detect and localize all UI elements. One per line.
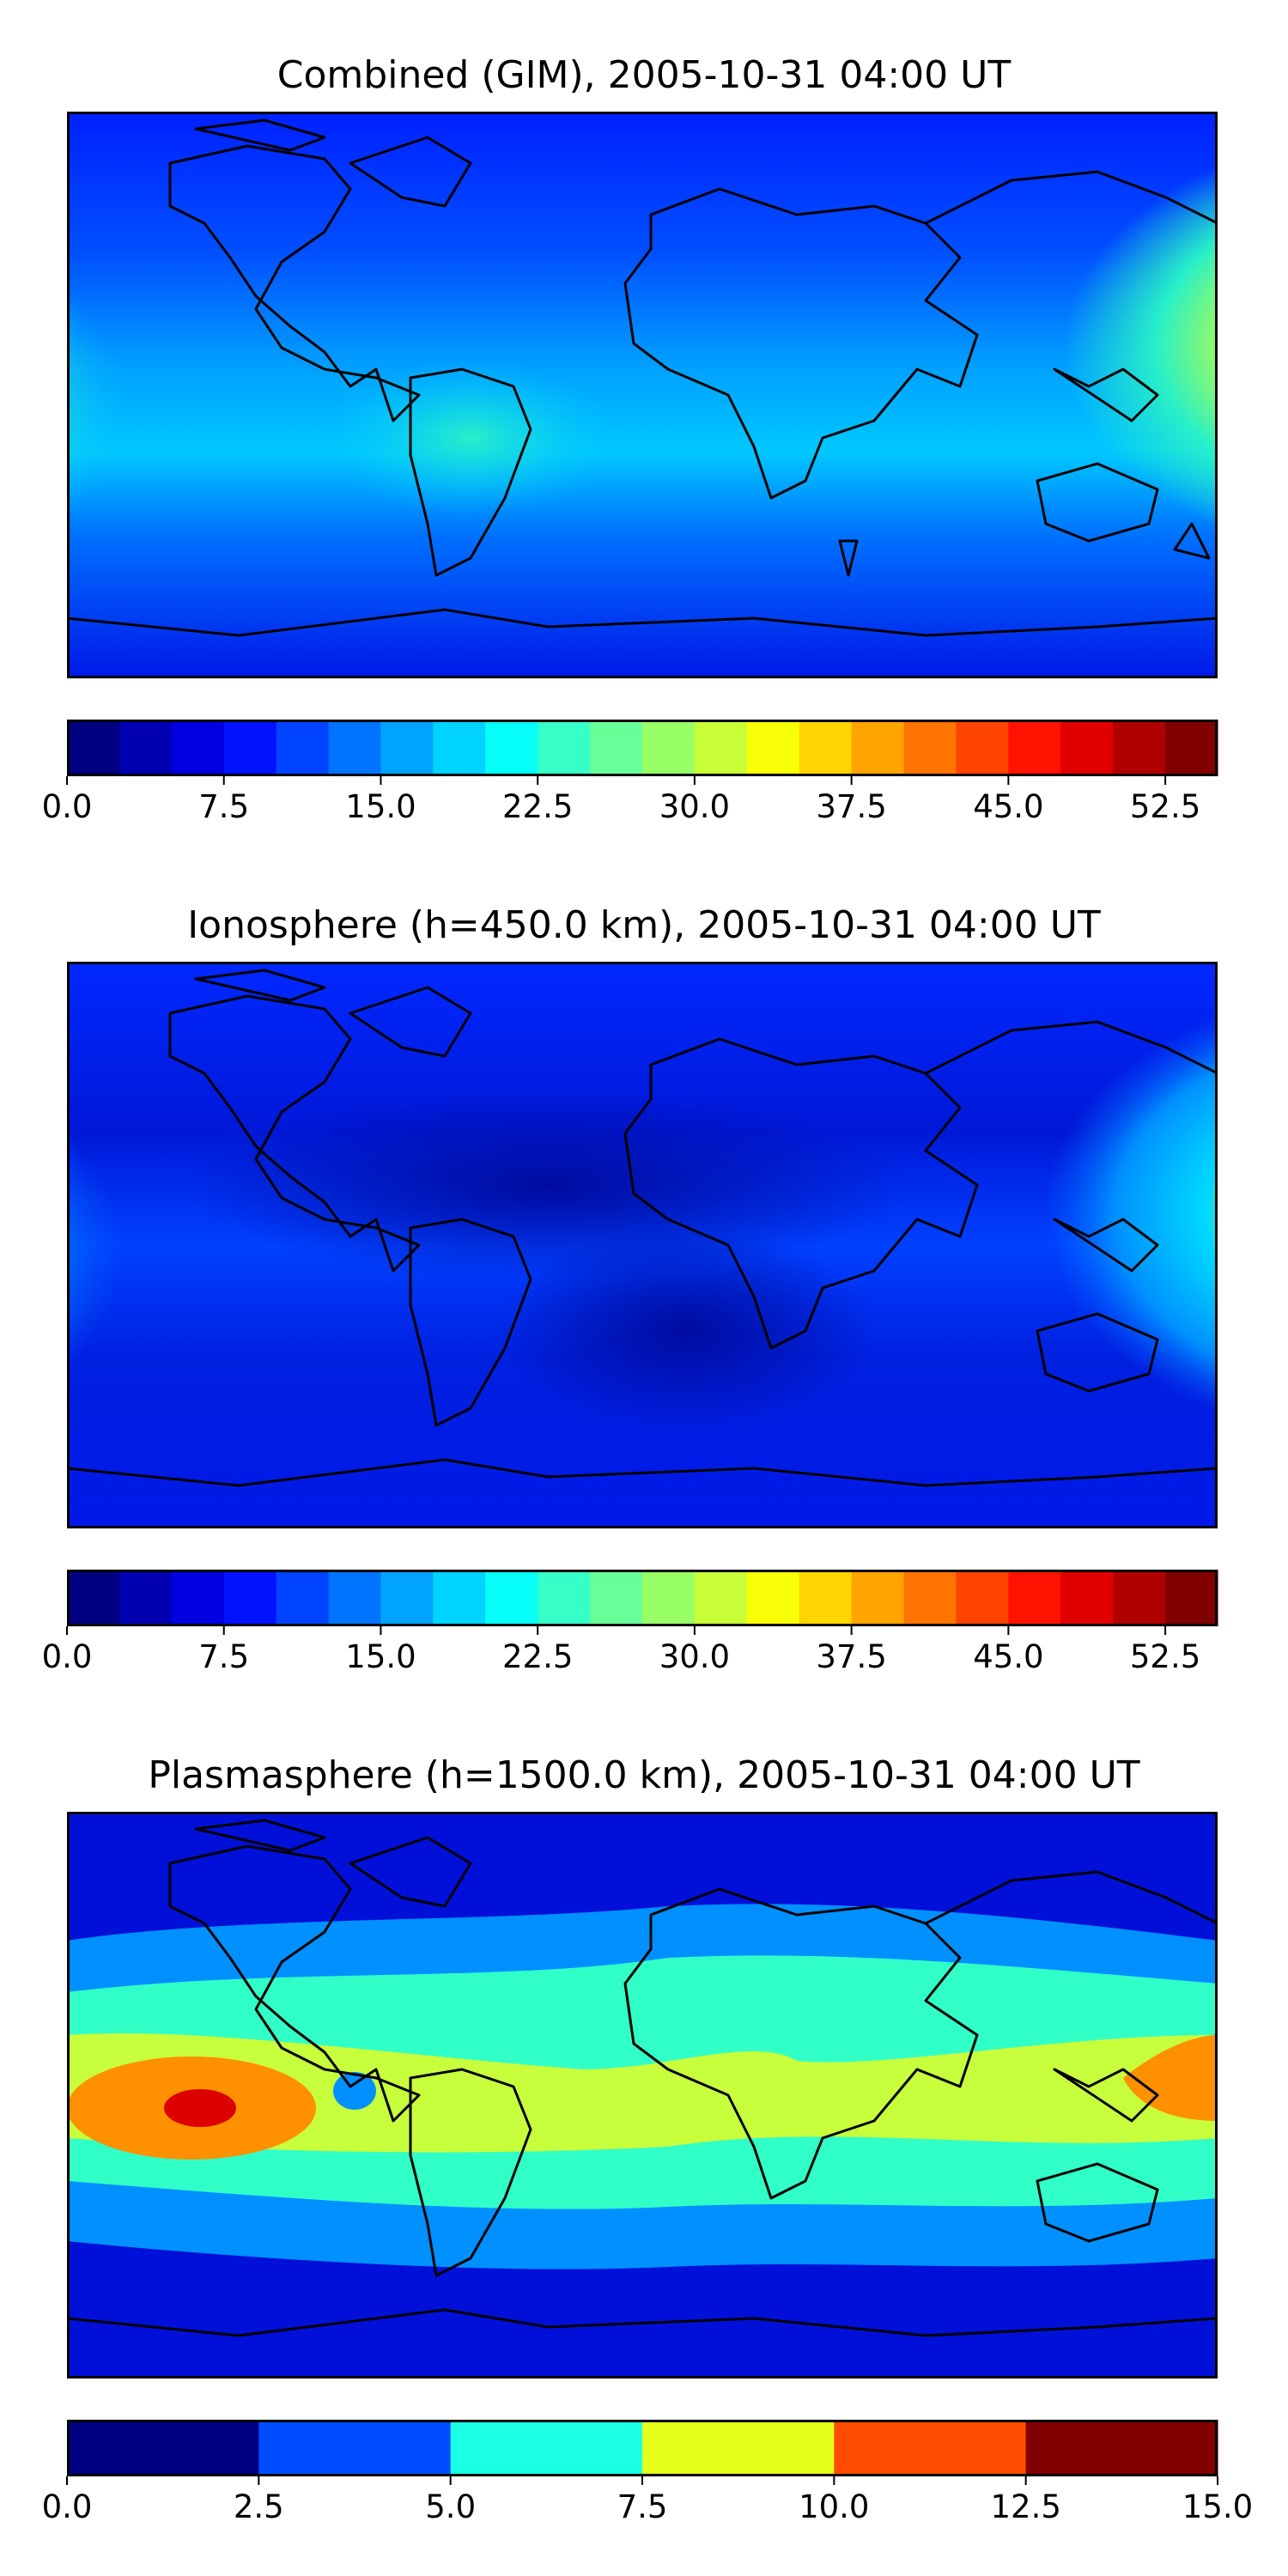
colorbar-level-cell xyxy=(956,1570,1009,1626)
colorbar-level-cell xyxy=(956,720,1009,776)
colorbar-level-cell xyxy=(485,720,538,776)
colorbar-level-cell xyxy=(328,1570,382,1626)
colorbar-level-cell xyxy=(538,720,591,776)
colorbar-level-cell xyxy=(834,2420,1027,2476)
colorbar-level-cell xyxy=(1060,1570,1114,1626)
colorbar-level-cell xyxy=(171,720,225,776)
colorbar-level-cell xyxy=(1008,1570,1061,1626)
colorbar-tick-label: 15.0 xyxy=(345,1638,416,1675)
colorbar-tick-label: 52.5 xyxy=(1130,788,1200,825)
band-10-12.5-east xyxy=(1123,2035,1218,2121)
panel-title-ionosphere: Ionosphere (h=450.0 km), 2005-10-31 04:0… xyxy=(187,903,1101,947)
colorbar-level-cell xyxy=(1008,720,1061,776)
coastlines xyxy=(67,969,1218,1487)
colorbar-level-cell xyxy=(171,1570,225,1626)
colorbar-tick-label: 7.5 xyxy=(617,2488,668,2525)
local-minimum xyxy=(333,2072,376,2110)
colorbar-level-cell xyxy=(538,1570,591,1626)
colorbar-tick-label: 0.0 xyxy=(42,2488,93,2525)
colorbar-level-cell xyxy=(223,720,277,776)
colorbar-tick-label: 30.0 xyxy=(659,788,730,825)
map-plasmasphere xyxy=(67,1812,1218,2379)
band-12.5-15 xyxy=(164,2089,236,2127)
colorbar-level-cell xyxy=(590,720,643,776)
colorbar-tick-label: 0.0 xyxy=(42,1638,93,1675)
colorbar-tick-label: 52.5 xyxy=(1130,1638,1200,1675)
colorbar-level-cell xyxy=(1165,1570,1218,1626)
coastlines xyxy=(67,118,1218,637)
colorbar-level-cell xyxy=(799,720,853,776)
colorbar-level-cell xyxy=(1060,720,1114,776)
colorbar-tick-label: 30.0 xyxy=(659,1638,730,1675)
colorbar-tick-label: 10.0 xyxy=(799,2488,869,2525)
colorbar-tick-label: 37.5 xyxy=(816,788,886,825)
tec-maximum-east-pacific xyxy=(67,232,359,575)
colorbar-tick-label: 5.0 xyxy=(425,2488,476,2525)
colorbar-level-cell xyxy=(1113,1570,1166,1626)
colorbar-level-cell xyxy=(118,720,173,776)
colorbar-level-cell xyxy=(223,1570,277,1626)
colorbar-level-cell xyxy=(590,1570,643,1626)
colorbar-level-cell xyxy=(903,1570,957,1626)
colorbar-plasmasphere xyxy=(66,2420,1218,2485)
colorbar-tick-label: 37.5 xyxy=(816,1638,886,1675)
colorbar-tick-label: 0.0 xyxy=(42,788,93,825)
colorbar-level-cell xyxy=(380,1570,434,1626)
colorbar-tick-label: 7.5 xyxy=(198,1638,249,1675)
map-ionosphere xyxy=(67,962,1218,1528)
colorbar-tick-label: 22.5 xyxy=(502,1638,573,1675)
colorbar-level-cell xyxy=(799,1570,853,1626)
colorbar-tick-label: 45.0 xyxy=(973,1638,1043,1675)
colorbar-level-cell xyxy=(642,1570,696,1626)
colorbar-level-cell xyxy=(642,720,696,776)
coastlines xyxy=(67,1819,1218,2337)
colorbar-level-cell xyxy=(694,720,748,776)
colorbar-level-cell xyxy=(67,2420,259,2476)
tec-maximum-west-pacific xyxy=(754,146,1218,592)
panel-title-combined: Combined (GIM), 2005-10-31 04:00 UT xyxy=(276,53,1012,97)
colorbar-level-cell xyxy=(694,1570,748,1626)
colorbar-level-cell xyxy=(450,2420,643,2476)
tec-south-america xyxy=(325,361,617,515)
colorbar-level-cell xyxy=(746,1570,800,1626)
colorbar-level-cell xyxy=(328,720,382,776)
colorbar-level-cell xyxy=(118,1570,173,1626)
colorbar-level-cell xyxy=(276,720,330,776)
colorbar-level-cell xyxy=(642,2420,835,2476)
colorbar-labels-ionosphere: 0.0 7.5 15.0 22.5 30.0 37.5 45.0 52.5 xyxy=(42,1626,1218,1676)
colorbar-level-cell xyxy=(485,1570,538,1626)
colorbar-tick-label: 45.0 xyxy=(973,788,1043,825)
colorbar-level-cell xyxy=(1113,720,1166,776)
colorbar-level-cell xyxy=(67,1570,120,1626)
colorbar-level-cell xyxy=(380,720,434,776)
colorbar-tick-label: 15.0 xyxy=(1182,2488,1253,2525)
colorbar-level-cell xyxy=(433,720,486,776)
colorbar-level-cell xyxy=(1165,720,1218,776)
colorbar-level-cell xyxy=(851,720,905,776)
colorbar-level-cell xyxy=(1025,2420,1218,2476)
colorbar-tick-label: 15.0 xyxy=(345,788,416,825)
colorbar-level-cell xyxy=(903,720,957,776)
panel-title-plasmasphere: Plasmasphere (h=1500.0 km), 2005-10-31 0… xyxy=(148,1753,1140,1797)
map-combined xyxy=(67,112,1218,678)
colorbar-tick-label: 12.5 xyxy=(991,2488,1061,2525)
colorbar-level-cell xyxy=(433,1570,486,1626)
tec-maximum-west-pacific xyxy=(754,1005,1218,1468)
colorbar-level-cell xyxy=(67,720,120,776)
colorbar-level-cell xyxy=(851,1570,905,1626)
colorbar-combined xyxy=(66,720,1218,785)
colorbar-tick-label: 7.5 xyxy=(198,788,249,825)
colorbar-level-cell xyxy=(276,1570,330,1626)
band-7.5-10 xyxy=(67,2033,1218,2153)
colorbar-labels-plasmasphere: 0.0 2.5 5.0 7.5 10.0 12.5 15.0 xyxy=(42,2476,1254,2526)
tec-maximum-east-pacific xyxy=(67,1073,350,1434)
colorbar-level-cell xyxy=(258,2420,452,2476)
colorbar-tick-label: 2.5 xyxy=(234,2488,284,2525)
colorbar-level-cell xyxy=(746,720,800,776)
colorbar-ionosphere xyxy=(66,1570,1218,1635)
colorbar-labels-combined: 0.0 7.5 15.0 22.5 30.0 37.5 45.0 52.5 xyxy=(42,776,1218,826)
colorbar-tick-label: 22.5 xyxy=(502,788,573,825)
